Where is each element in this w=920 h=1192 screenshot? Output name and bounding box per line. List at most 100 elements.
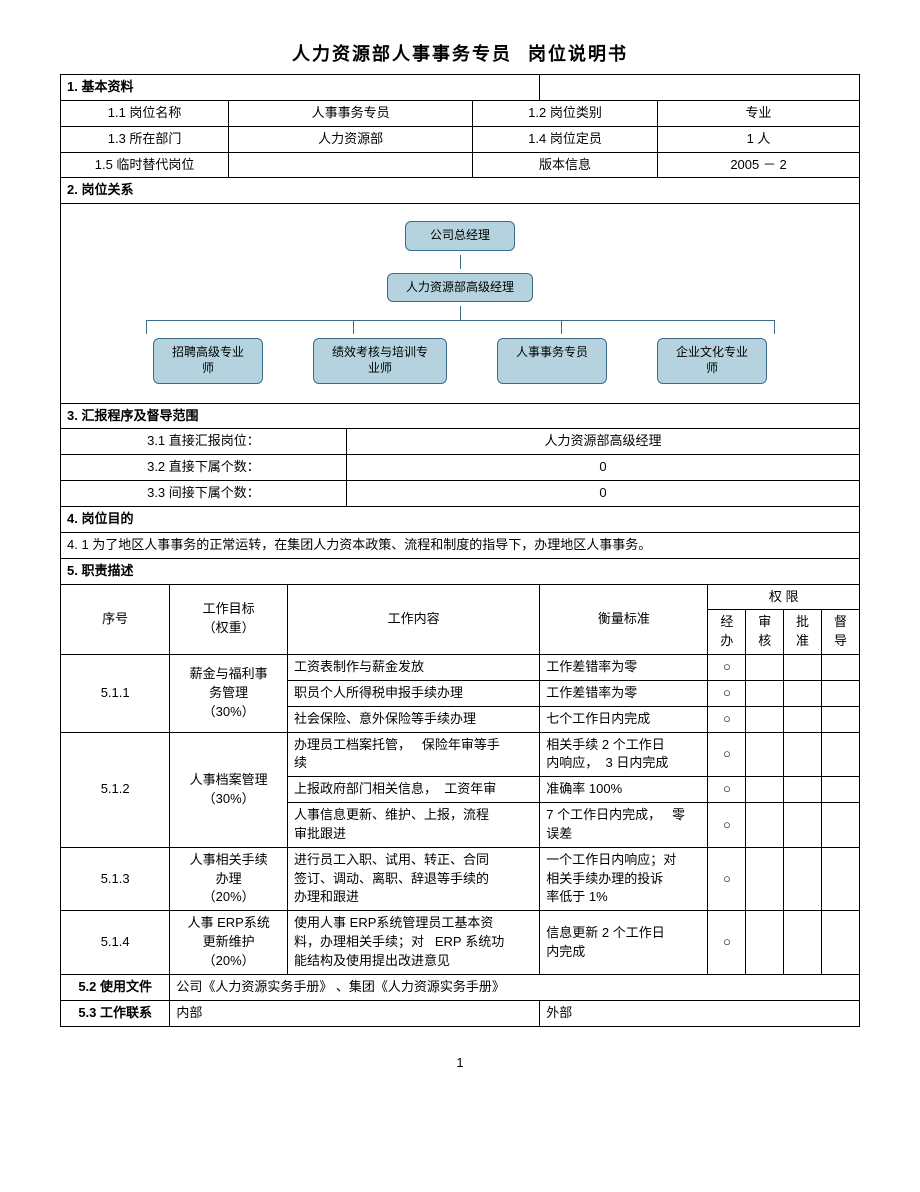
s1-k4: 1.4 岗位定员 [473,126,658,152]
org-children-row: 招聘高级专业师绩效考核与培训专业师人事事务专员企业文化专业师 [67,338,853,383]
duty-content: 上报政府部门相关信息， 工资年审 [288,777,540,803]
duty-content: 工资表制作与薪金发放 [288,655,540,681]
duty-mark: ○ [708,732,746,777]
duty-row: 5.1.1薪金与福利事务管理（30%）工资表制作与薪金发放工作差错率为零○ [61,655,860,681]
duty-seq: 5.1.4 [61,911,170,975]
duty-goal: 人事档案管理（30%） [170,732,288,847]
s3-v0: 人力资源部高级经理 [346,429,859,455]
section1-header-spacer [540,75,860,101]
org-node-child: 企业文化专业师 [657,338,767,383]
s1-v1: 人事事务专员 [229,100,473,126]
duty-mark [784,777,822,803]
section5-header: 5. 职责描述 [61,558,860,584]
s1-v2: 专业 [658,100,860,126]
duty-mark [746,732,784,777]
duty-row: 5.1.4人事 ERP系统更新维护（20%）使用人事 ERP系统管理员工基本资料… [61,911,860,975]
contact-label: 5.3 工作联系 [61,1000,170,1026]
h-seq: 序号 [61,584,170,655]
org-node-top: 公司总经理 [405,221,515,251]
s1-v4: 1 人 [658,126,860,152]
h-a2: 审核 [746,610,784,655]
docs-label: 5.2 使用文件 [61,974,170,1000]
duty-standard: 一个工作日内响应；对相关手续办理的投诉率低于 1% [540,847,708,911]
duty-mark [821,655,859,681]
duty-standard: 七个工作日内完成 [540,706,708,732]
duty-mark [821,777,859,803]
duty-seq: 5.1.3 [61,847,170,911]
duty-mark [821,803,859,848]
org-node-mid: 人力资源部高级经理 [387,273,533,303]
duty-mark [746,706,784,732]
duty-seq: 5.1.1 [61,655,170,733]
org-node-child: 绩效考核与培训专业师 [313,338,447,383]
duty-mark [784,911,822,975]
page-title: 人力资源部人事事务专员岗位说明书 [60,40,860,66]
section4-header: 4. 岗位目的 [61,506,860,532]
duty-mark [784,706,822,732]
duty-mark [746,803,784,848]
duty-mark: ○ [708,847,746,911]
s1-k1: 1.1 岗位名称 [61,100,229,126]
h-a1: 经办 [708,610,746,655]
s1-k2: 1.2 岗位类别 [473,100,658,126]
s1-v6: 2005 － 2 [658,152,860,178]
docs-value: 公司《人力资源实务手册》 、集团《人力资源实务手册》 [170,974,860,1000]
s1-v5 [229,152,473,178]
s1-k5: 1.5 临时替代岗位 [61,152,229,178]
duty-content: 办理员工档案托管， 保险年审等手续 [288,732,540,777]
s1-k3: 1.3 所在部门 [61,126,229,152]
h-goal: 工作目标（权重） [170,584,288,655]
duty-mark: ○ [708,706,746,732]
duty-content: 职员个人所得税申报手续办理 [288,680,540,706]
duty-mark: ○ [708,655,746,681]
job-description-table: 1. 基本资料 1.1 岗位名称 人事事务专员 1.2 岗位类别 专业 1.3 … [60,74,860,1027]
duty-standard: 7 个工作日内完成， 零误差 [540,803,708,848]
duty-mark [746,777,784,803]
org-chart-cell: 公司总经理 人力资源部高级经理 招聘高级专业师绩效考核与培训专业师人事事务专员企… [61,204,860,403]
duty-mark [746,655,784,681]
h-a3: 批准 [784,610,822,655]
duty-standard: 信息更新 2 个工作日内完成 [540,911,708,975]
duty-content: 进行员工入职、试用、转正、合同签订、调动、离职、辞退等手续的办理和跟进 [288,847,540,911]
duty-mark [821,847,859,911]
contact-outside: 外部 [540,1000,860,1026]
duty-mark [746,680,784,706]
s3-l1: 3.2 直接下属个数： [61,455,347,481]
contact-inside: 内部 [170,1000,540,1026]
duty-standard: 相关手续 2 个工作日内响应， 3 日内完成 [540,732,708,777]
s1-v3: 人力资源部 [229,126,473,152]
duty-mark [821,732,859,777]
duty-mark [784,680,822,706]
duty-mark [821,706,859,732]
org-chart: 公司总经理 人力资源部高级经理 招聘高级专业师绩效考核与培训专业师人事事务专员企… [67,207,853,399]
duty-mark: ○ [708,911,746,975]
duty-goal: 人事相关手续办理（20%） [170,847,288,911]
duty-standard: 工作差错率为零 [540,680,708,706]
duty-mark [784,803,822,848]
duty-goal: 人事 ERP系统更新维护（20%） [170,911,288,975]
duty-content: 使用人事 ERP系统管理员工基本资料，办理相关手续；对 ERP 系统功能结构及使… [288,911,540,975]
duty-goal: 薪金与福利事务管理（30%） [170,655,288,733]
duty-mark [821,911,859,975]
duty-seq: 5.1.2 [61,732,170,847]
duty-mark: ○ [708,803,746,848]
duty-mark [784,655,822,681]
duty-row: 5.1.2人事档案管理（30%）办理员工档案托管， 保险年审等手续相关手续 2 … [61,732,860,777]
duty-standard: 工作差错率为零 [540,655,708,681]
s1-k6: 版本信息 [473,152,658,178]
s3-v2: 0 [346,481,859,507]
duty-standard: 准确率 100% [540,777,708,803]
s3-v1: 0 [346,455,859,481]
s3-l0: 3.1 直接汇报岗位： [61,429,347,455]
section1-header: 1. 基本资料 [61,75,540,101]
duty-content: 社会保险、意外保险等手续办理 [288,706,540,732]
title-left: 人力资源部人事事务专员 [292,44,512,64]
h-standard: 衡量标准 [540,584,708,655]
duty-mark [784,732,822,777]
duty-content: 人事信息更新、维护、上报，流程审批跟进 [288,803,540,848]
s3-l2: 3.3 间接下属个数： [61,481,347,507]
duty-mark: ○ [708,680,746,706]
org-node-child: 招聘高级专业师 [153,338,263,383]
duty-mark [746,847,784,911]
section2-header: 2. 岗位关系 [61,178,860,204]
